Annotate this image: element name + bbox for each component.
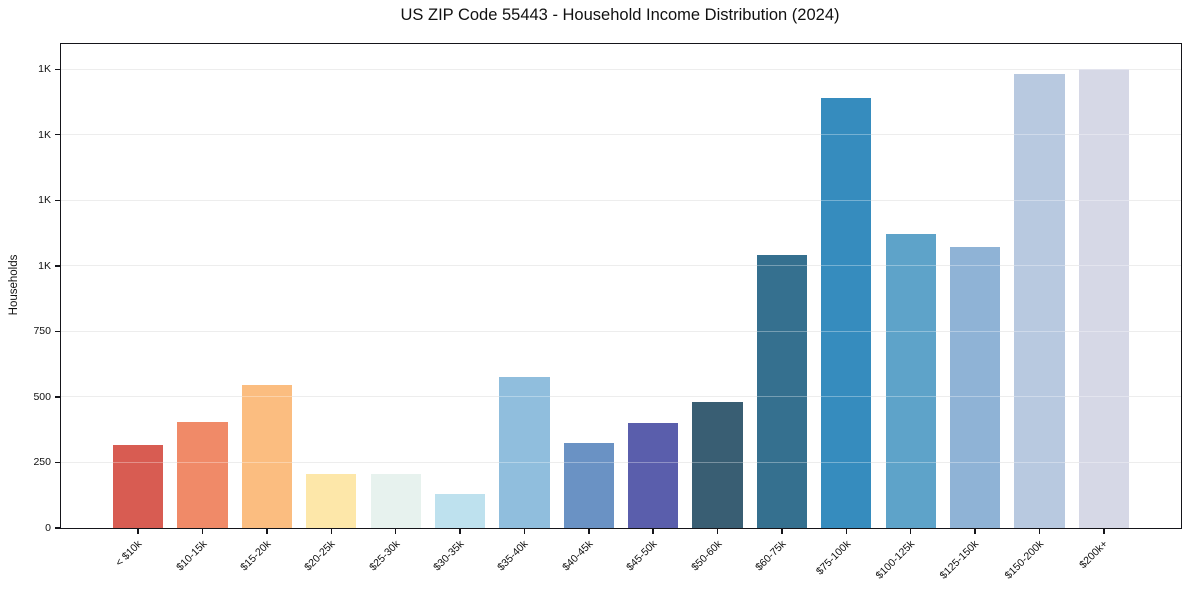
gridline [61, 199, 1181, 201]
x-tick-mark [588, 529, 590, 534]
x-tick-mark [266, 529, 268, 534]
x-tick-mark [137, 529, 139, 534]
y-tick-mark [54, 68, 60, 70]
bar [1078, 69, 1129, 528]
x-tick-mark [909, 529, 912, 534]
x-tick-label: $150-200k [1002, 538, 1046, 582]
y-tick-label: 1K [38, 259, 51, 272]
bar [241, 385, 293, 528]
x-tick-label: $45-50k [624, 538, 660, 574]
x-tick-label: $10-15k [173, 538, 210, 574]
plot-area: 0 250 500 750 1K 1K 1K 1K < $10k $10-15k $15-20k $2… [33, 43, 1182, 582]
bar [885, 234, 936, 528]
gridline-overlay [61, 68, 1181, 70]
gridline-overlay [61, 265, 1181, 267]
bar [563, 442, 614, 528]
x-tick-label: $15-20k [238, 538, 274, 574]
x-tick-mark [330, 529, 333, 534]
bar [756, 255, 808, 528]
gridline [61, 461, 1181, 463]
x-tick-mark [459, 529, 461, 534]
bar [1014, 74, 1065, 528]
x-tick-label: $25-30k [366, 538, 403, 574]
bar [499, 377, 550, 528]
gridline-overlay [61, 199, 1181, 201]
y-tick-label: 1K [38, 128, 51, 141]
x-tick-label: $125-150k [937, 538, 982, 582]
x-tick-mark [1103, 529, 1105, 534]
y-tick-mark [54, 199, 60, 201]
x-tick-label: $100-125k [873, 538, 918, 582]
bar [692, 402, 743, 528]
x-tick-label: $30-35k [431, 538, 467, 574]
y-tick-mark [54, 461, 60, 464]
gridline-overlay [61, 396, 1181, 398]
x-tick-label: $35-40k [495, 538, 531, 574]
y-tick-mark [54, 330, 60, 333]
bar [628, 423, 679, 528]
x-tick-mark [781, 529, 783, 534]
chart-title: US ZIP Code 55443 - Household Income Dis… [400, 6, 840, 24]
y-tick-label: 500 [33, 390, 51, 403]
y-tick-mark [54, 134, 60, 136]
x-tick-label: $200k+ [1077, 538, 1111, 572]
y-tick-label: 750 [33, 325, 51, 338]
bar [949, 247, 1001, 528]
gridline [61, 330, 1181, 332]
bar [177, 421, 228, 528]
x-tick-label: < $10k [113, 538, 145, 569]
y-tick-label: 1K [38, 63, 51, 76]
bar [821, 98, 872, 528]
x-tick-mark [1038, 529, 1041, 534]
x-tick-label: $40-45k [559, 538, 596, 574]
x-tick-mark [716, 529, 719, 534]
y-tick-label: 250 [33, 456, 51, 469]
y-tick-mark [54, 265, 60, 267]
x-tick-mark [523, 529, 526, 534]
x-tick-mark [652, 529, 654, 534]
gridline-overlay [61, 330, 1181, 332]
x-tick-mark [845, 529, 848, 534]
gridline-overlay [61, 461, 1181, 463]
bar [434, 493, 486, 528]
gridline [61, 134, 1181, 136]
x-tick-label: $75-100k [813, 538, 853, 578]
x-tick-mark [974, 529, 976, 534]
x-tick-label: $60-75k [753, 538, 789, 574]
x-tick-label: $50-60k [688, 538, 725, 574]
gridline [61, 265, 1181, 267]
gridline [61, 396, 1181, 398]
bar [113, 445, 164, 528]
x-tick-mark [394, 529, 397, 534]
y-tick-label: 0 [45, 522, 51, 534]
y-tick-label: 1K [38, 194, 51, 207]
x-tick-label: $20-25k [302, 538, 338, 574]
y-tick-mark [54, 527, 60, 529]
gridline [61, 68, 1181, 70]
gridline-overlay [61, 134, 1181, 136]
y-tick-mark [54, 396, 60, 398]
bar [370, 474, 421, 528]
bar [306, 474, 357, 528]
x-tick-mark [201, 529, 204, 534]
